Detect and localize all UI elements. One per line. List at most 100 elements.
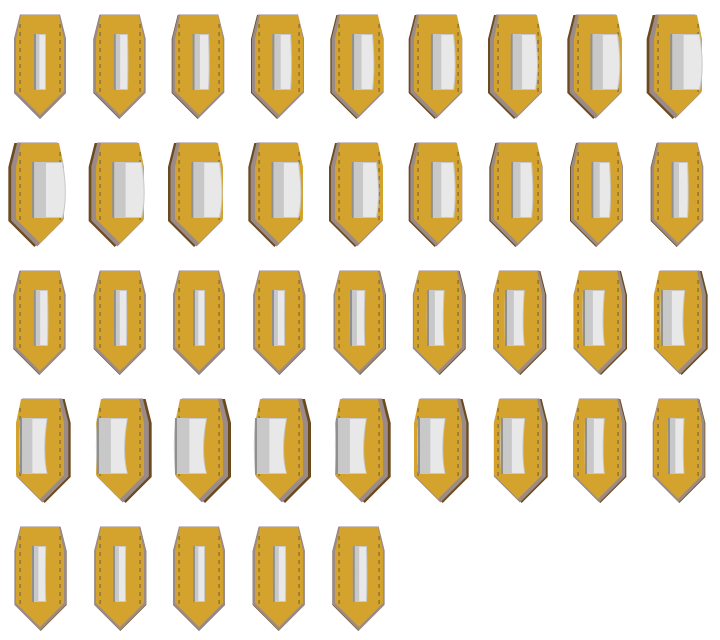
rivet <box>697 288 698 292</box>
rivet <box>457 472 458 476</box>
rivet <box>19 216 20 220</box>
rivet <box>697 432 698 436</box>
rivet <box>99 200 100 204</box>
rivet <box>378 464 379 468</box>
rivet <box>218 416 219 420</box>
shield-handle <box>511 162 533 218</box>
rivet <box>537 296 538 300</box>
rivet <box>577 160 578 164</box>
rivet <box>338 288 339 292</box>
rivet <box>378 440 379 444</box>
rivet <box>19 88 20 92</box>
rivet <box>617 448 618 452</box>
rivet <box>657 64 658 68</box>
rivet <box>697 336 698 340</box>
rivet <box>577 464 578 468</box>
rivet <box>59 320 60 324</box>
rivet <box>577 216 578 220</box>
rivet <box>298 288 299 292</box>
rivet <box>178 176 179 180</box>
rivet <box>99 560 100 564</box>
shield-icon <box>486 392 558 508</box>
shield-sprite-frame <box>566 392 638 508</box>
rivet <box>697 192 698 196</box>
rivet <box>258 64 259 68</box>
shield-icon <box>247 264 319 380</box>
rivet <box>218 72 219 76</box>
shield-handle <box>591 162 611 218</box>
rivet <box>537 160 538 164</box>
rivet <box>378 152 379 156</box>
rivet <box>497 472 498 476</box>
rivet <box>298 416 299 420</box>
rivet <box>417 320 418 324</box>
rivet <box>378 208 379 212</box>
rivet <box>417 64 418 68</box>
rivet <box>577 312 578 316</box>
rivet <box>577 336 578 340</box>
rivet <box>218 312 219 316</box>
rivet <box>378 568 379 572</box>
rivet <box>577 40 578 44</box>
rivet <box>457 320 458 324</box>
rivet <box>697 24 698 28</box>
shield-handle <box>352 34 374 90</box>
shield-icon <box>88 392 160 508</box>
rivet <box>378 320 379 324</box>
rivet <box>457 40 458 44</box>
rivet <box>178 408 179 412</box>
rivet <box>577 64 578 68</box>
rivet <box>577 432 578 436</box>
rivet <box>298 464 299 468</box>
rivet <box>139 288 140 292</box>
rivet <box>497 448 498 452</box>
rivet <box>99 152 100 156</box>
rivet <box>457 440 458 444</box>
rivet <box>258 552 259 556</box>
rivet <box>497 288 498 292</box>
rivet <box>298 472 299 476</box>
rivet <box>657 432 658 436</box>
rivet <box>218 464 219 468</box>
rivet <box>338 552 339 556</box>
rivet <box>258 208 259 212</box>
shield-handle <box>114 34 129 90</box>
rivet <box>178 552 179 556</box>
shield-handle <box>193 34 210 90</box>
rivet <box>99 288 100 292</box>
rivet <box>378 584 379 588</box>
rivet <box>657 312 658 316</box>
shield-handle <box>590 34 620 90</box>
rivet <box>537 80 538 84</box>
shield-icon <box>8 8 80 124</box>
rivet <box>657 408 658 412</box>
rivet <box>657 80 658 84</box>
rivet <box>298 552 299 556</box>
rivet <box>258 544 259 548</box>
shield-icon <box>88 136 160 252</box>
rivet <box>457 200 458 204</box>
rivet <box>497 160 498 164</box>
shield-icon <box>486 136 558 252</box>
shield-handle <box>585 418 605 474</box>
rivet <box>178 312 179 316</box>
rivet <box>218 584 219 588</box>
rivet <box>537 456 538 460</box>
shield-icon <box>327 136 399 252</box>
rivet <box>258 80 259 84</box>
rivet <box>139 544 140 548</box>
rivet <box>19 312 20 316</box>
rivet <box>59 408 60 412</box>
rivet <box>657 456 658 460</box>
rivet <box>457 48 458 52</box>
rivet <box>537 40 538 44</box>
rivet <box>178 216 179 220</box>
rivet <box>497 208 498 212</box>
rivet <box>218 288 219 292</box>
rivet <box>178 288 179 292</box>
rivet <box>178 32 179 36</box>
rivet <box>537 424 538 428</box>
rivet <box>99 32 100 36</box>
shield-sprite-frame <box>167 264 239 380</box>
rivet <box>99 344 100 348</box>
